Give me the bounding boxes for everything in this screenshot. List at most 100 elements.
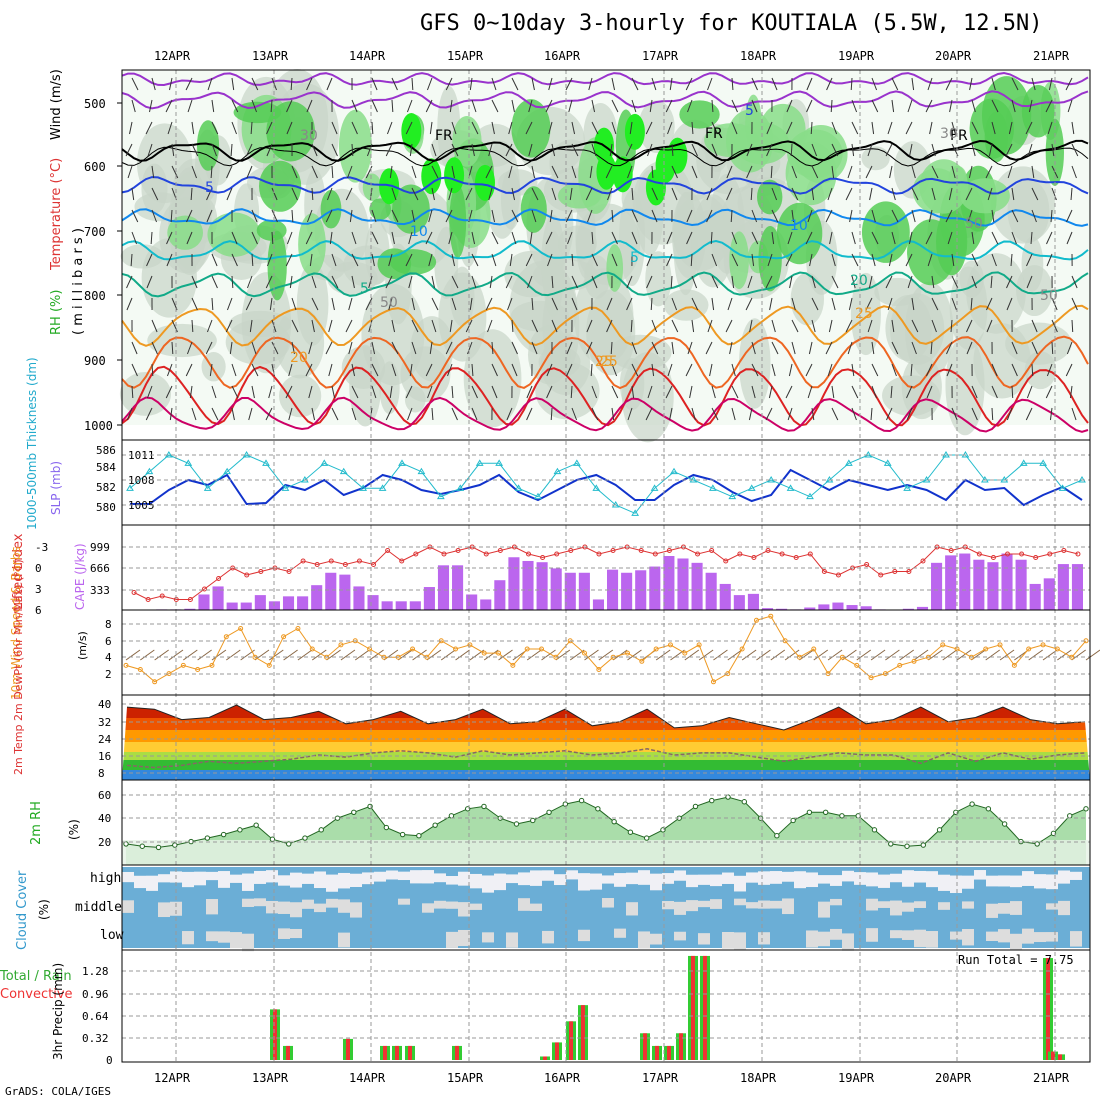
- slp-point: [534, 492, 542, 500]
- wind-barb: [829, 231, 833, 245]
- rh-point: [530, 817, 536, 824]
- wind-barb: [531, 77, 535, 91]
- wind-barb: [968, 165, 973, 179]
- wind-barb: [771, 187, 778, 201]
- wind-barb: [211, 143, 217, 157]
- wind-barb: [669, 77, 673, 91]
- slp-series-line: [129, 454, 1083, 514]
- wind-barb: [169, 407, 173, 421]
- wind-barb: [751, 99, 758, 113]
- rh-region: [1045, 118, 1064, 186]
- cloud-low-block: [962, 929, 974, 946]
- wind-barb: [731, 275, 735, 289]
- pressure-tick-label: 500: [84, 97, 106, 111]
- cloud-high-block: [278, 875, 290, 886]
- rh-region: [624, 113, 645, 150]
- wind-barb: [231, 121, 237, 135]
- lifted-index-point: [244, 572, 250, 578]
- contour-label: 25: [855, 306, 873, 322]
- li-tick-label: 6: [35, 604, 42, 617]
- cloud-low-block: [866, 928, 878, 942]
- wind-barb: [131, 99, 136, 113]
- wind-barb: [511, 363, 518, 377]
- wind-barb: [911, 209, 916, 223]
- cape-bar: [987, 562, 999, 610]
- wind-barb: [290, 77, 293, 91]
- wind-barb: [325, 209, 333, 223]
- rh-point: [351, 809, 357, 815]
- wind-barb: [1066, 231, 1073, 245]
- precip-total-label: Total / Rain: [0, 969, 72, 984]
- slp-point: [281, 484, 290, 491]
- rh-point: [448, 813, 455, 819]
- wind-barb: [191, 143, 199, 157]
- slp-tick-label: 1008: [128, 474, 155, 487]
- wind-speed-point: [582, 650, 588, 656]
- rh-region: [739, 318, 771, 409]
- wind-barb: [569, 187, 573, 201]
- cloud-high-block: [602, 875, 614, 884]
- wind-barb: [731, 363, 736, 377]
- wind-barb: [848, 297, 853, 311]
- cloud-mid-block: [698, 900, 710, 908]
- wind-barb: [926, 385, 933, 399]
- wind-barb: [449, 99, 453, 113]
- rh-region: [449, 184, 467, 259]
- wind-barb: [1045, 99, 1053, 113]
- cloud-low-block: [182, 931, 194, 945]
- cloud-high-block: [182, 871, 194, 888]
- wind-barb: [451, 253, 456, 267]
- slp-point: [650, 484, 659, 491]
- temp-band: [122, 705, 1090, 718]
- rh2m-axis-label: 2m RH: [29, 801, 44, 845]
- wind-barb: [185, 363, 193, 377]
- wind-barb: [565, 77, 573, 91]
- wind-barb: [291, 319, 299, 333]
- wind-barb: [268, 649, 284, 661]
- wind-barb: [711, 121, 718, 135]
- slp-point: [631, 509, 640, 516]
- wind-barb: [171, 319, 178, 333]
- wind-barb: [1011, 341, 1018, 355]
- wind-barb: [591, 99, 596, 113]
- rh-point: [416, 833, 422, 839]
- cloud-low-block: [842, 933, 854, 951]
- rh-point: [822, 809, 829, 815]
- wind-barb: [871, 385, 877, 399]
- wind-barb: [571, 297, 578, 311]
- wind-barb: [251, 99, 257, 113]
- wind-barb: [931, 297, 939, 311]
- rh-point: [237, 827, 243, 833]
- wind-barb: [211, 385, 217, 399]
- cloud-high-block: [914, 870, 926, 883]
- cloud-level-label: low: [100, 928, 124, 943]
- wind-barb: [305, 231, 313, 245]
- lifted-index-point: [695, 551, 701, 557]
- wind-barb: [149, 99, 153, 113]
- wind-barb: [651, 363, 655, 377]
- wind-barb: [551, 143, 556, 157]
- cloud-mid-block: [602, 898, 614, 908]
- cape-bar: [761, 608, 774, 610]
- wind-barb: [451, 165, 455, 179]
- wind-barb: [531, 341, 538, 355]
- wind-barb: [371, 121, 374, 135]
- wind-barb: [609, 143, 613, 157]
- cloud-high-block: [362, 872, 374, 885]
- rh-point: [139, 843, 145, 849]
- wind-barb: [326, 77, 333, 91]
- wind-barb: [871, 341, 875, 355]
- cape-bar: [578, 572, 590, 610]
- wind-barb: [146, 253, 153, 267]
- wind-barb: [269, 297, 273, 311]
- temperature-contour: [121, 396, 1089, 433]
- cloud-mid-block: [962, 901, 974, 909]
- wind-barb: [831, 121, 838, 135]
- wind-barb: [689, 385, 693, 399]
- wind-barb: [1051, 143, 1055, 157]
- wind-barb: [270, 99, 273, 113]
- wind-barb: [545, 99, 553, 113]
- wind-barb: [651, 77, 657, 91]
- wind-barb: [131, 341, 138, 355]
